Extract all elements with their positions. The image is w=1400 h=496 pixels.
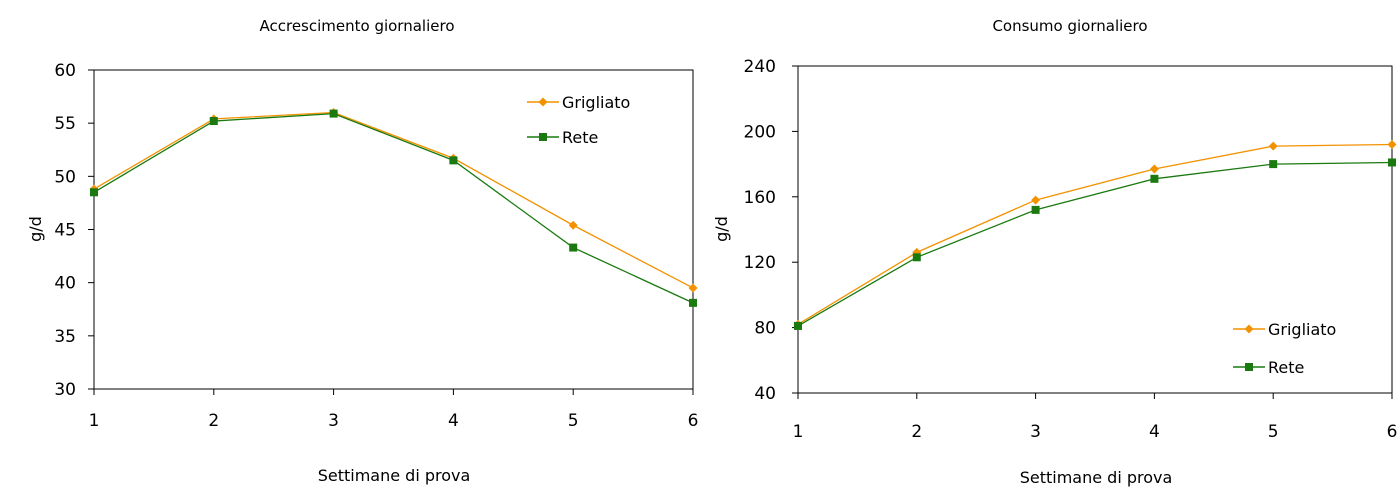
legend-label-rete: Rete bbox=[1268, 358, 1304, 377]
data-point-rete bbox=[1031, 205, 1040, 214]
data-point-grigliato bbox=[1031, 195, 1041, 205]
y-tick-label: 200 bbox=[744, 122, 776, 142]
data-point-rete bbox=[912, 253, 921, 262]
series-line-grigliato bbox=[93, 111, 694, 289]
x-tick-label: 4 bbox=[1149, 422, 1160, 442]
data-point-rete bbox=[449, 156, 458, 165]
legend-marker-rete bbox=[1245, 363, 1253, 371]
data-point-grigliato bbox=[568, 220, 578, 230]
x-tick-label: 3 bbox=[1030, 422, 1041, 442]
y-tick-label: 80 bbox=[754, 319, 776, 339]
y-tick-label: 120 bbox=[744, 253, 776, 273]
x-tick-label: 6 bbox=[688, 411, 699, 431]
y-tick-label: 55 bbox=[54, 114, 76, 134]
legend-marker-grigliato bbox=[538, 97, 548, 107]
data-point-rete bbox=[90, 188, 98, 197]
y-tick-label: 30 bbox=[54, 380, 76, 400]
y-tick-label: 45 bbox=[54, 221, 76, 241]
data-point-rete bbox=[1150, 174, 1159, 183]
x-tick-label: 2 bbox=[911, 422, 922, 442]
series-line-rete bbox=[93, 112, 694, 304]
legend-marker-grigliato bbox=[1244, 324, 1254, 334]
x-tick-label: 5 bbox=[1268, 422, 1279, 442]
data-point-rete bbox=[209, 117, 218, 126]
x-axis-label: Settimane di prova bbox=[1020, 468, 1173, 487]
y-tick-label: 35 bbox=[54, 327, 76, 347]
x-tick-label: 3 bbox=[328, 411, 339, 431]
y-axis-label: g/d bbox=[26, 216, 45, 242]
series-line-rete bbox=[797, 161, 1393, 327]
data-point-rete bbox=[794, 321, 802, 330]
y-axis-label: g/d bbox=[712, 216, 731, 242]
data-point-grigliato bbox=[912, 247, 922, 257]
series-line-grigliato bbox=[797, 143, 1393, 325]
data-point-grigliato bbox=[1268, 141, 1278, 151]
y-tick-label: 240 bbox=[744, 57, 776, 77]
data-point-grigliato bbox=[1387, 139, 1397, 149]
data-point-grigliato bbox=[688, 283, 698, 293]
data-point-rete bbox=[1388, 158, 1396, 167]
x-tick-label: 2 bbox=[208, 411, 219, 431]
chart-title: Consumo giornaliero bbox=[992, 17, 1147, 35]
legend-label-rete: Rete bbox=[562, 128, 598, 147]
data-point-rete bbox=[689, 298, 697, 307]
y-tick-label: 40 bbox=[54, 274, 76, 294]
y-tick-label: 40 bbox=[754, 384, 776, 404]
data-point-rete bbox=[1269, 160, 1278, 169]
data-point-grigliato bbox=[1149, 164, 1159, 174]
x-tick-label: 6 bbox=[1387, 422, 1398, 442]
legend-label-grigliato: Grigliato bbox=[1268, 320, 1336, 339]
chart-title: Accrescimento giornaliero bbox=[259, 17, 454, 35]
x-axis-label: Settimane di prova bbox=[318, 466, 471, 485]
x-tick-label: 1 bbox=[793, 422, 804, 442]
plot-frame bbox=[93, 69, 694, 390]
y-tick-label: 50 bbox=[54, 167, 76, 187]
x-tick-label: 5 bbox=[568, 411, 579, 431]
legend-marker-rete bbox=[539, 133, 547, 141]
x-tick-label: 1 bbox=[89, 411, 100, 431]
legend-label-grigliato: Grigliato bbox=[562, 93, 630, 112]
y-tick-label: 60 bbox=[54, 61, 76, 81]
plot-frame bbox=[797, 65, 1393, 394]
data-point-rete bbox=[569, 243, 578, 252]
y-tick-label: 160 bbox=[744, 188, 776, 208]
data-point-rete bbox=[329, 109, 338, 118]
x-tick-label: 4 bbox=[448, 411, 459, 431]
